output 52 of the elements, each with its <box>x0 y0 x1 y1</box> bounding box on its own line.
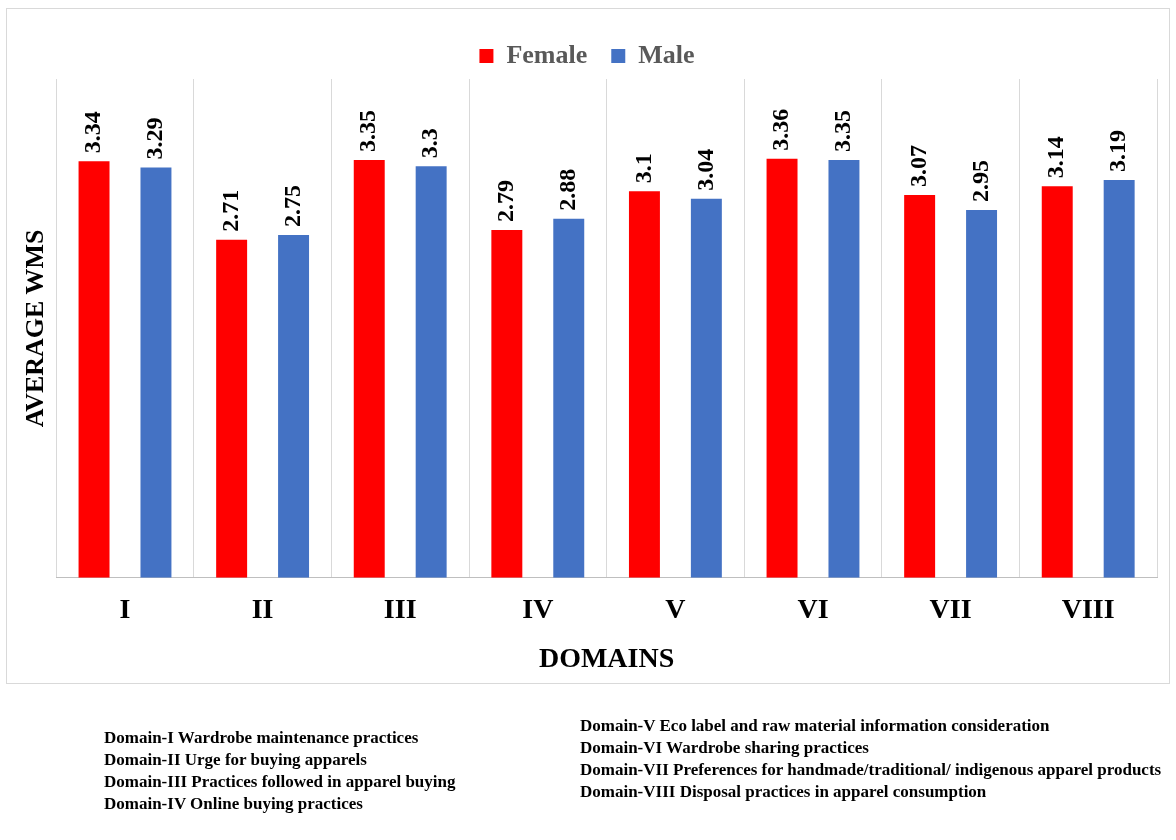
x-tick-label: VI <box>797 592 829 624</box>
data-label: 2.71 <box>216 189 243 232</box>
bar <box>140 167 172 578</box>
data-label: 3.3 <box>416 128 443 159</box>
data-label: 3.07 <box>904 144 931 187</box>
x-tick-label: VIII <box>1061 592 1115 624</box>
data-label: 2.75 <box>278 184 305 227</box>
data-label: 3.29 <box>141 117 168 160</box>
text: Domain-I Wardrobe maintenance practices <box>104 727 420 749</box>
bar <box>1103 180 1135 578</box>
data-label: 3.1 <box>629 153 656 184</box>
legend-label: Female <box>506 39 588 69</box>
bar <box>353 160 385 578</box>
bar <box>828 160 860 578</box>
x-tick-label: VII <box>929 592 972 624</box>
bar <box>628 191 660 578</box>
bar <box>966 209 998 578</box>
data-label: 2.79 <box>492 179 519 222</box>
bar <box>766 158 798 578</box>
bar <box>78 161 110 578</box>
data-label: 3.34 <box>79 111 106 154</box>
x-tick-label: III <box>383 592 417 624</box>
bar <box>1041 186 1073 578</box>
x-tick-label: IV <box>522 592 554 624</box>
data-label: 3.35 <box>829 110 856 153</box>
bar <box>278 234 310 578</box>
bar <box>216 239 248 578</box>
data-label: 3.35 <box>354 110 381 153</box>
x-tick-label: V <box>665 592 686 624</box>
data-label: 2.95 <box>966 159 993 202</box>
text: Domain-II Urge for buying apparels <box>104 749 368 771</box>
bar <box>415 166 447 578</box>
data-label: 3.19 <box>1104 130 1131 173</box>
data-label: 3.36 <box>767 108 794 151</box>
data-label: 2.88 <box>553 168 580 211</box>
x-axis-title: DOMAINS <box>538 642 675 674</box>
bar <box>690 198 722 578</box>
y-axis-title: AVERAGE WMS <box>20 229 50 428</box>
data-label: 3.04 <box>691 148 718 191</box>
bar <box>491 229 523 578</box>
legend-label: Male <box>638 39 695 69</box>
data-label: 3.14 <box>1042 136 1069 179</box>
text: Domain-VII Preferences for handmade/traditional/ indigenous apparel products <box>580 759 1163 781</box>
bar <box>904 194 936 578</box>
text: Domain-V Eco label and raw material information consideration <box>580 715 1051 737</box>
bar <box>553 218 585 578</box>
text: Domain-IV Online buying practices <box>104 793 364 815</box>
text: Domain-III Practices followed in apparel buying <box>104 771 457 793</box>
x-tick-label: II <box>251 592 274 624</box>
x-tick-label: I <box>119 592 131 624</box>
text: Domain-VIII Disposal practices in apparel consumption <box>580 781 988 803</box>
text: Domain-VI Wardrobe sharing practices <box>580 737 870 759</box>
